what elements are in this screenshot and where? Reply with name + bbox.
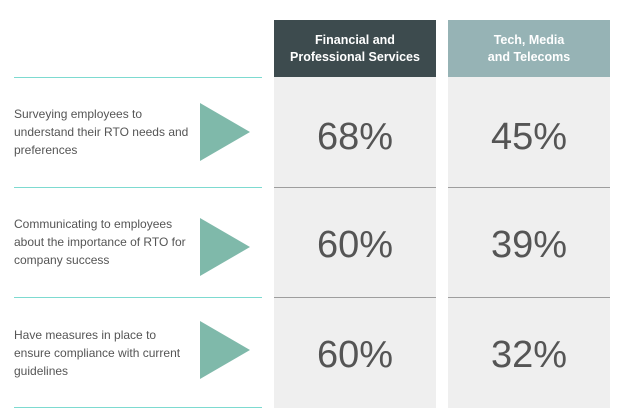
column-header-financial-line2: Professional Services xyxy=(290,49,420,64)
cell-divider xyxy=(274,187,436,188)
column-header-tech: Tech, Media and Telecoms xyxy=(448,20,610,77)
row-label: Have measures in place to ensure complia… xyxy=(14,328,181,378)
cell-divider xyxy=(274,297,436,298)
financial-value: 60% xyxy=(316,333,394,376)
row-label: Communicating to employees about the imp… xyxy=(14,217,186,267)
row-divider xyxy=(14,297,262,298)
column-header-tech-line2: and Telecoms xyxy=(487,49,571,64)
column-header-tech-line1: Tech, Media xyxy=(493,32,565,47)
tech-value: 32% xyxy=(490,333,568,376)
play-arrow-icon xyxy=(200,103,250,161)
column-header-financial: Financial and Professional Services xyxy=(274,20,436,77)
tech-value: 45% xyxy=(490,115,568,158)
row-divider xyxy=(14,187,262,188)
financial-value: 60% xyxy=(316,223,394,266)
cell-divider xyxy=(448,297,610,298)
row-divider xyxy=(14,407,262,408)
row-label: Surveying employees to understand their … xyxy=(14,107,189,157)
column-body-financial xyxy=(274,77,436,408)
tech-value: 39% xyxy=(490,223,568,266)
row-divider xyxy=(14,77,262,78)
play-arrow-icon xyxy=(200,321,250,379)
play-arrow-icon xyxy=(200,218,250,276)
column-header-financial-line1: Financial and xyxy=(315,32,395,47)
column-body-tech xyxy=(448,77,610,408)
financial-value: 68% xyxy=(316,115,394,158)
cell-divider xyxy=(448,187,610,188)
